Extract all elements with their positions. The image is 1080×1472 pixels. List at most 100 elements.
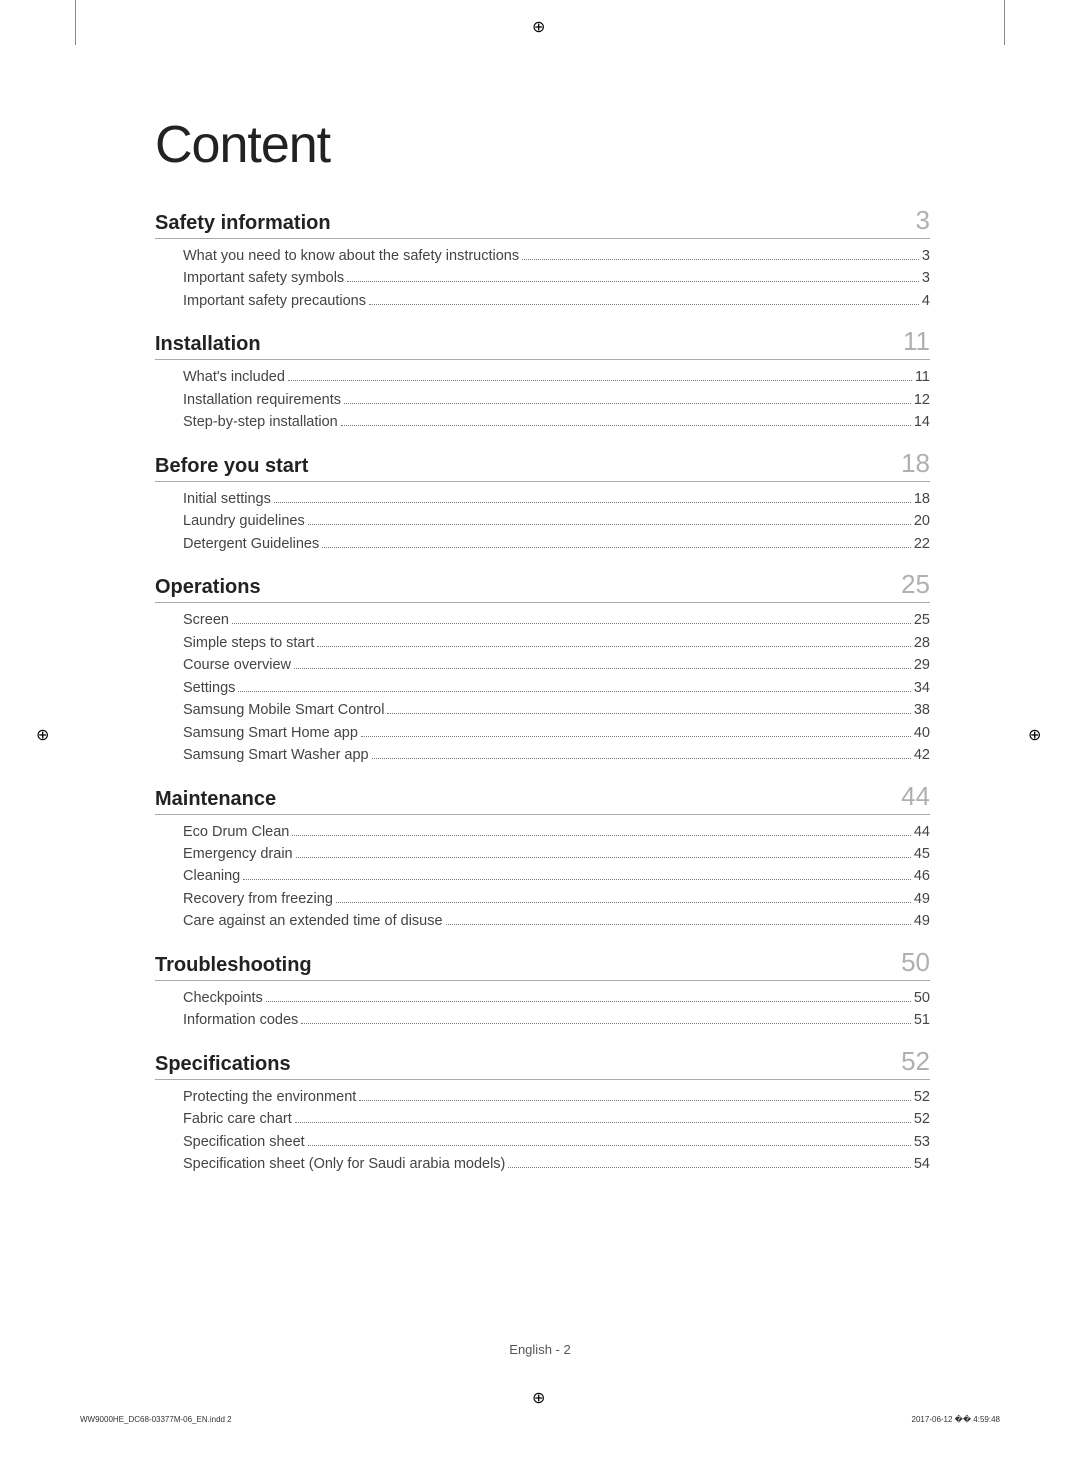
toc-row: Installation requirements12 (183, 389, 930, 411)
toc-dots (336, 902, 911, 903)
toc-dots (288, 380, 912, 381)
toc-dots (308, 1145, 911, 1146)
toc-section: Installation11What's included11Installat… (155, 326, 930, 433)
toc-row: Emergency drain45 (183, 843, 930, 865)
toc-section-title: Before you start (155, 455, 308, 478)
toc-section-header: Installation11 (155, 326, 930, 360)
toc-dots (243, 879, 911, 880)
toc-item-label: Recovery from freezing (183, 888, 333, 910)
toc-item-label: Screen (183, 609, 229, 631)
toc-item-label: Checkpoints (183, 987, 263, 1009)
toc-item-page: 53 (914, 1131, 930, 1153)
crop-line (1004, 0, 1005, 45)
toc-item-page: 28 (914, 632, 930, 654)
toc-items: What's included11Installation requiremen… (155, 366, 930, 433)
table-of-contents: Safety information 3 What you need to know… (155, 205, 930, 1176)
toc-item-label: Detergent Guidelines (183, 533, 319, 555)
toc-item-label: Care against an extended time of disuse (183, 910, 443, 932)
toc-row: Important safety precautions4 (183, 290, 930, 312)
toc-item-page: 49 (914, 888, 930, 910)
toc-item-page: 51 (914, 1009, 930, 1031)
toc-dots (301, 1023, 911, 1024)
toc-section: Maintenance44 Eco Drum Clean44Emergency d… (155, 781, 930, 933)
toc-dots (322, 547, 911, 548)
toc-section-page: 50 (901, 947, 930, 978)
toc-item-label: Step-by-step installation (183, 411, 338, 433)
toc-item-page: 42 (914, 744, 930, 766)
toc-dots (522, 259, 919, 260)
toc-item-page: 45 (914, 843, 930, 865)
toc-row: Important safety symbols3 (183, 267, 930, 289)
toc-section-page: 18 (901, 448, 930, 479)
toc-row: Protecting the environment52 (183, 1086, 930, 1108)
toc-items: Screen25Simple steps to start28Course ov… (155, 609, 930, 766)
toc-dots (308, 524, 911, 525)
toc-item-label: Important safety symbols (183, 267, 344, 289)
toc-item-label: Samsung Smart Home app (183, 722, 358, 744)
toc-row: Checkpoints 50 (183, 987, 930, 1009)
toc-row: Step-by-step installation 14 (183, 411, 930, 433)
toc-row: Settings34 (183, 677, 930, 699)
page-content: Content Safety information3What you need… (155, 115, 930, 1190)
toc-dots (274, 502, 911, 503)
toc-row: Cleaning46 (183, 865, 930, 887)
toc-item-label: Laundry guidelines (183, 510, 305, 532)
toc-row: What's included11 (183, 366, 930, 388)
toc-row: Information codes 51 (183, 1009, 930, 1031)
toc-items: Eco Drum Clean44Emergency drain45Cleanin… (155, 821, 930, 933)
toc-item-label: Specification sheet (183, 1131, 305, 1153)
toc-dots (296, 857, 911, 858)
toc-row: Fabric care chart52 (183, 1108, 930, 1130)
toc-row: Specification sheet 53 (183, 1131, 930, 1153)
toc-section: Specifications52Protecting the environme… (155, 1046, 930, 1176)
toc-item-page: 40 (914, 722, 930, 744)
toc-item-page: 38 (914, 699, 930, 721)
toc-section-page: 25 (901, 569, 930, 600)
toc-item-page: 14 (914, 411, 930, 433)
toc-dots (446, 924, 911, 925)
toc-dots (372, 758, 911, 759)
toc-item-page: 46 (914, 865, 930, 887)
toc-item-page: 54 (914, 1153, 930, 1175)
toc-section: Operations25 Screen25Simple steps to star… (155, 569, 930, 766)
toc-section: Safety information 3 What you need to know… (155, 205, 930, 312)
toc-dots (341, 425, 911, 426)
toc-section-page: 3 (916, 205, 930, 236)
toc-section-header: Operations25 (155, 569, 930, 603)
toc-items: Checkpoints 50 Information codes 51 (155, 987, 930, 1032)
registration-mark-top: ⊕ (532, 20, 548, 36)
toc-dots (369, 304, 919, 305)
toc-dots (294, 668, 911, 669)
toc-section-title: Safety information (155, 212, 331, 235)
toc-item-page: 52 (914, 1108, 930, 1130)
toc-row: What you need to know about the safety i… (183, 245, 930, 267)
toc-section: Troubleshooting50Checkpoints50Informatio… (155, 947, 930, 1032)
registration-mark-bottom: ⊕ (532, 1391, 548, 1407)
imprint-timestamp: 2017-06-12 �� 4:59:48 (912, 1415, 1000, 1424)
toc-item-page: 12 (914, 389, 930, 411)
toc-row: Detergent Guidelines22 (183, 533, 930, 555)
toc-dots (232, 623, 911, 624)
toc-item-label: Settings (183, 677, 235, 699)
toc-item-label: Course overview (183, 654, 291, 676)
toc-dots (344, 403, 911, 404)
toc-item-label: What you need to know about the safety i… (183, 245, 519, 267)
toc-dots (317, 646, 911, 647)
toc-row: Care against an extended time of disuse4… (183, 910, 930, 932)
toc-section-title: Installation (155, 333, 261, 356)
toc-dots (347, 281, 919, 282)
toc-item-label: Information codes (183, 1009, 298, 1031)
toc-row: Samsung Smart Washer app42 (183, 744, 930, 766)
toc-section-header: Maintenance44 (155, 781, 930, 815)
toc-item-page: 50 (914, 987, 930, 1009)
toc-items: Initial settings18Laundry guidelines20De… (155, 488, 930, 555)
toc-item-page: 20 (914, 510, 930, 532)
registration-mark-left: ⊕ (36, 728, 52, 744)
toc-row: Eco Drum Clean44 (183, 821, 930, 843)
toc-item-page: 29 (914, 654, 930, 676)
toc-row: Recovery from freezing 49 (183, 888, 930, 910)
toc-item-page: 52 (914, 1086, 930, 1108)
toc-item-label: Important safety precautions (183, 290, 366, 312)
toc-item-label: Samsung Mobile Smart Control (183, 699, 384, 721)
toc-row: Initial settings18 (183, 488, 930, 510)
